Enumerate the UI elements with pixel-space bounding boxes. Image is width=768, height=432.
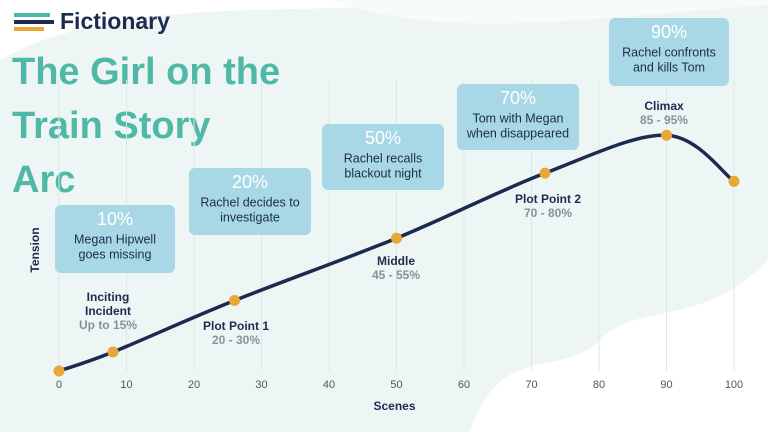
point [539, 167, 551, 179]
callout-text: blackout night [344, 166, 422, 180]
callout-percent: 50% [365, 128, 401, 148]
background-shape [330, 0, 768, 24]
point [728, 175, 740, 187]
callout-text: and kills Tom [633, 60, 705, 74]
x-tick-label: 80 [593, 379, 605, 391]
milestone-range: 85 - 95% [640, 113, 688, 127]
point [229, 295, 240, 307]
x-tick-label: 50 [390, 379, 402, 391]
title: Arc [12, 159, 75, 201]
milestone-name: Plot Point 1 [203, 319, 269, 333]
point [661, 129, 672, 141]
logo-stripe [14, 27, 44, 31]
milestone-name: Climax [644, 99, 684, 113]
x-tick-label: 90 [660, 379, 672, 391]
callout-box [609, 18, 729, 86]
milestone-name: Plot Point 2 [515, 192, 581, 206]
callout-text: goes missing [79, 247, 152, 261]
callout-text: Rachel decides to [200, 195, 299, 209]
point [53, 365, 65, 377]
x-tick-label: 40 [323, 379, 335, 391]
point [391, 232, 402, 244]
callout-percent: 20% [232, 172, 268, 192]
x-tick-label: 20 [188, 379, 200, 391]
callout-text: when disappeared [466, 126, 569, 140]
callout-text: Rachel recalls [344, 151, 423, 165]
milestone-name: Middle [377, 254, 415, 268]
title: Train Story [12, 105, 211, 147]
milestone-range: 20 - 30% [212, 333, 260, 347]
x-tick-label: 30 [255, 379, 267, 391]
milestone-range: 45 - 55% [372, 268, 420, 282]
callout-percent: 90% [651, 22, 687, 42]
callout-text: Megan Hipwell [74, 232, 156, 246]
callout-box [189, 168, 311, 235]
milestone-range: Up to 15% [79, 318, 137, 332]
callout-text: Rachel confronts [622, 45, 716, 59]
milestone-name: Incident [85, 304, 131, 318]
x-tick-label: 0 [56, 379, 62, 391]
logo-stripe [14, 13, 50, 17]
point [107, 346, 119, 358]
callout-text: investigate [220, 210, 280, 224]
callout-percent: 70% [500, 88, 536, 108]
x-tick-label: 70 [525, 379, 537, 391]
x-tick-label: 60 [458, 379, 470, 391]
logo-stripe [14, 20, 54, 24]
y-axis-label: Tension [28, 227, 42, 272]
callout-box [322, 124, 444, 190]
milestone-range: 70 - 80% [524, 206, 572, 220]
x-tick-label: 100 [725, 379, 743, 391]
x-axis-label: Scenes [373, 399, 415, 413]
callout-percent: 10% [97, 209, 133, 229]
brand: Fictionary [60, 8, 170, 34]
milestone-name: Inciting [87, 290, 130, 304]
x-tick-label: 10 [120, 379, 132, 391]
callout-box [55, 205, 175, 273]
title: The Girl on the [12, 51, 280, 93]
callout-box [457, 84, 579, 150]
callout-text: Tom with Megan [472, 111, 563, 125]
